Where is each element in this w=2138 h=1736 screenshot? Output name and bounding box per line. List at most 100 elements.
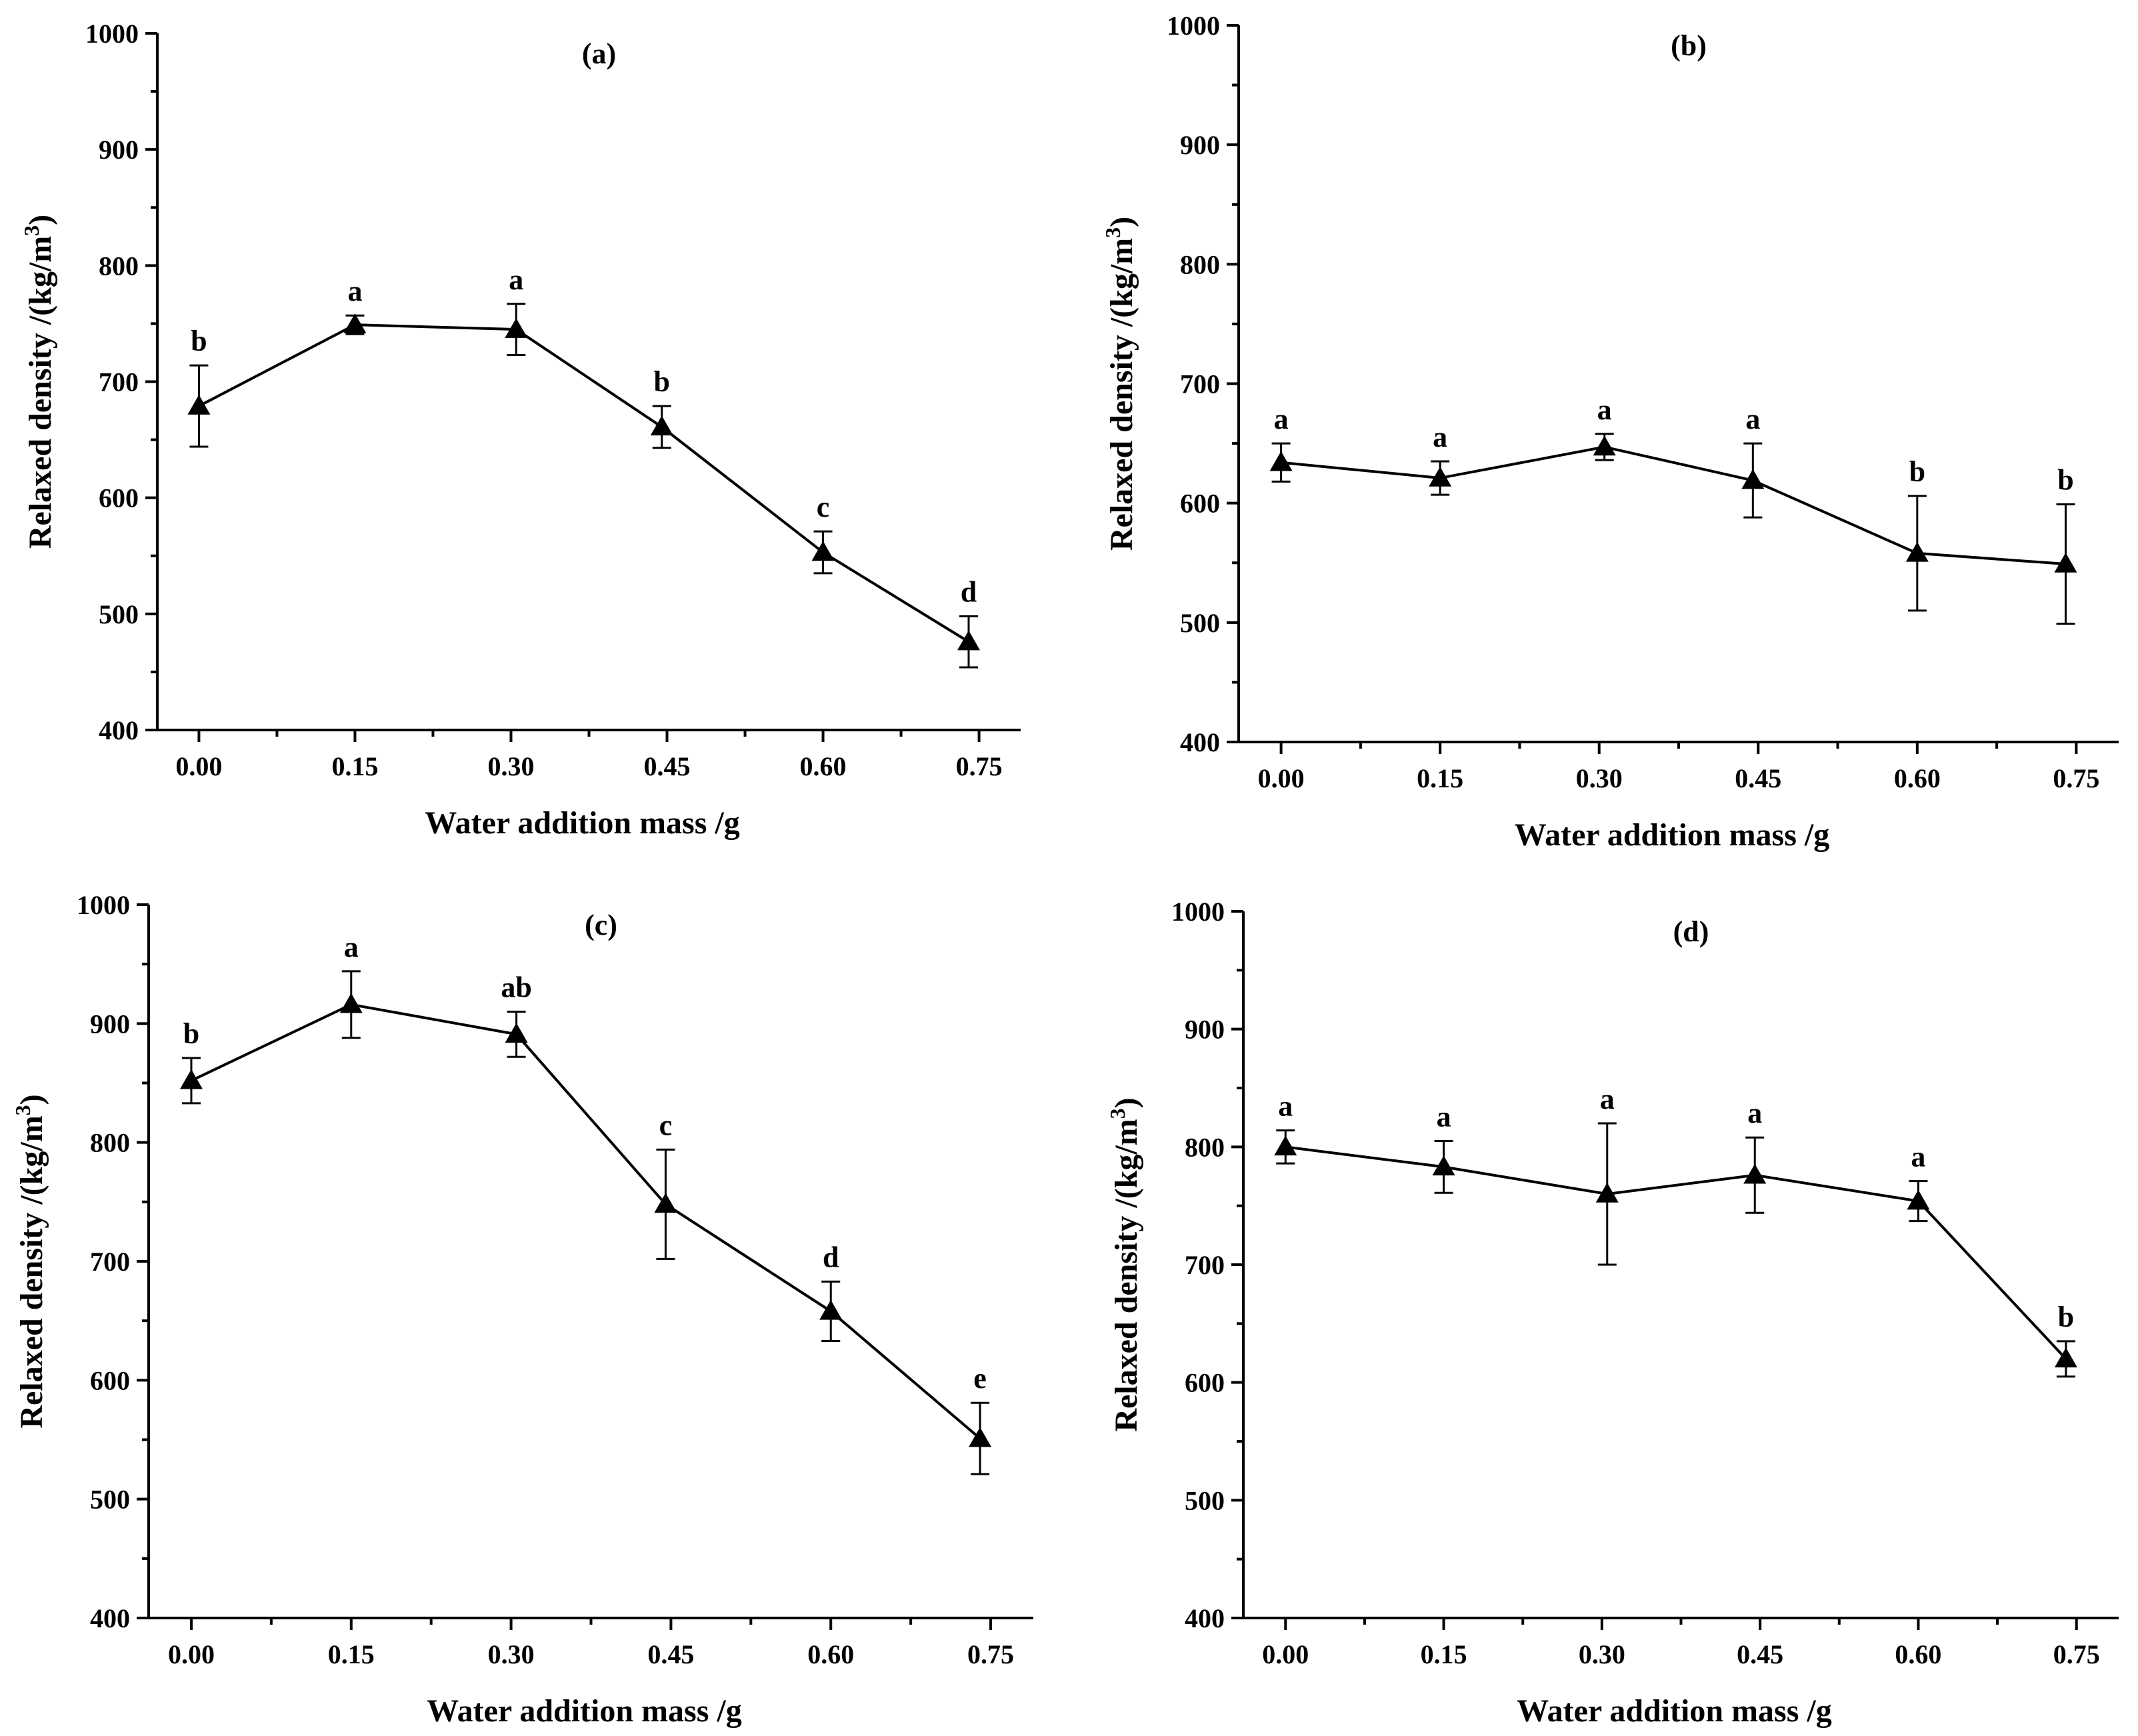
y-axis-label-unit-exponent: 3 — [1101, 227, 1125, 238]
x-tick-label: 0.45 — [1735, 763, 1781, 793]
panel-title: (d) — [1673, 915, 1709, 948]
y-axis-label-text: Relaxed density /(kg/m — [23, 236, 58, 549]
series-line — [191, 1003, 981, 1440]
y-axis-label-close: ) — [23, 215, 58, 225]
y-tick-label: 900 — [1180, 130, 1220, 160]
x-tick-label: 0.60 — [1894, 763, 1941, 793]
y-tick-label: 1000 — [1167, 11, 1220, 41]
y-tick-label: 600 — [1185, 1368, 1225, 1398]
panel-c: 400 500 600 700 800 900 1000 0.00 0.15 0.30 0.45 0.… — [11, 890, 1033, 1729]
y-tick-label: 600 — [1180, 489, 1220, 519]
y-tick-label: 400 — [1185, 1603, 1225, 1633]
y-tick-label: 500 — [99, 599, 139, 629]
significance-label: c — [817, 491, 830, 523]
x-tick-label: 0.30 — [1576, 763, 1623, 793]
significance-label: c — [659, 1109, 673, 1141]
y-tick-label: 500 — [1180, 608, 1220, 638]
panel-title: (a) — [582, 37, 616, 70]
data-point-marker — [969, 1427, 992, 1447]
data-point-marker — [1907, 1189, 1930, 1210]
y-tick-label: 500 — [90, 1485, 130, 1515]
significance-label: b — [191, 325, 207, 357]
x-tick-label: 0.45 — [647, 1639, 694, 1669]
y-axis-label-close: ) — [1109, 1097, 1144, 1108]
data-point-marker — [505, 1023, 528, 1043]
x-tick-label: 0.60 — [807, 1639, 854, 1669]
series-line — [1281, 445, 2066, 566]
y-axis-label-unit-exponent: 3 — [19, 225, 43, 236]
y-tick-label: 700 — [90, 1247, 130, 1277]
y-tick-label: 700 — [1180, 369, 1220, 399]
x-tick-label: 0.00 — [175, 751, 222, 781]
data-point-marker — [1432, 1155, 1455, 1176]
panel-title: (b) — [1671, 29, 1707, 62]
y-tick-label: 800 — [90, 1128, 130, 1158]
y-axis-label: Relaxed density /(kg/m3) — [1105, 1097, 1144, 1431]
data-point-marker — [2054, 1347, 2077, 1368]
data-point-marker — [1269, 451, 1293, 471]
significance-label: b — [2058, 1301, 2074, 1333]
significance-label: a — [1597, 393, 1612, 426]
x-tick-label: 0.00 — [1258, 763, 1305, 793]
series-line — [1285, 1145, 2067, 1360]
data-point-marker — [811, 541, 835, 561]
y-axis-label-unit-exponent: 3 — [11, 1105, 35, 1115]
y-axis-label: Relaxed density /(kg/m3) — [11, 1094, 49, 1428]
data-point-marker — [1905, 541, 1929, 562]
y-tick-label: 900 — [90, 1009, 130, 1039]
data-point-marker — [1743, 1163, 1767, 1184]
y-tick-label: 700 — [99, 367, 139, 397]
panel-d: 400 500 600 700 800 900 1000 0.00 0.15 0.30 0.45 0.… — [1105, 897, 2119, 1729]
data-point-marker — [650, 415, 673, 436]
y-axis-label-text: Relaxed density /(kg/m — [1109, 1119, 1144, 1431]
y-axis-label-unit-exponent: 3 — [1105, 1108, 1129, 1119]
significance-label: e — [973, 1362, 987, 1395]
y-tick-label: 1000 — [1171, 897, 1225, 927]
data-point-marker — [819, 1299, 843, 1320]
x-tick-label: 0.15 — [331, 751, 378, 781]
x-tick-label: 0.30 — [487, 751, 534, 781]
x-axis-label: Water addition mass /g — [425, 805, 740, 841]
x-tick-label: 0.15 — [1417, 763, 1463, 793]
significance-label: a — [1433, 421, 1447, 453]
y-tick-label: 400 — [1180, 727, 1220, 757]
x-tick-label: 0.75 — [2053, 763, 2099, 793]
data-point-marker — [339, 993, 363, 1013]
y-tick-label: 500 — [1185, 1485, 1225, 1515]
data-point-marker — [343, 313, 367, 333]
significance-label: a — [1745, 403, 1760, 435]
y-tick-label: 400 — [99, 715, 139, 745]
significance-label: a — [1747, 1097, 1762, 1129]
data-point-marker — [1741, 469, 1765, 489]
y-tick-label: 1000 — [85, 19, 139, 49]
significance-label: d — [823, 1241, 839, 1273]
y-axis-label-close: ) — [1104, 217, 1139, 227]
y-axis-label-close: ) — [14, 1094, 49, 1105]
y-tick-label: 400 — [90, 1603, 130, 1633]
data-point-marker — [179, 1069, 203, 1089]
x-tick-label: 0.75 — [2053, 1639, 2100, 1669]
significance-label: d — [961, 575, 977, 608]
x-tick-label: 0.60 — [800, 751, 847, 781]
y-axis-label-text: Relaxed density /(kg/m — [14, 1115, 49, 1428]
y-axis-label: Relaxed density /(kg/m3) — [19, 215, 58, 549]
x-tick-label: 0.75 — [967, 1639, 1014, 1669]
panel-b: 400 500 600 700 800 900 1000 0.00 0.15 0.30 0.45 0.… — [1101, 11, 2119, 853]
significance-label: a — [1600, 1083, 1615, 1115]
x-tick-label: 0.45 — [1737, 1639, 1783, 1669]
data-point-marker — [2054, 553, 2077, 573]
significance-label: a — [1278, 1090, 1293, 1123]
y-tick-label: 1000 — [77, 890, 130, 920]
x-tick-label: 0.60 — [1895, 1639, 1941, 1669]
significance-label: a — [1274, 403, 1289, 435]
y-tick-label: 600 — [99, 483, 139, 513]
significance-label: b — [183, 1017, 199, 1050]
x-tick-label: 0.15 — [328, 1639, 375, 1669]
significance-label: a — [1437, 1101, 1451, 1133]
y-axis-label-text: Relaxed density /(kg/m — [1104, 238, 1139, 551]
x-tick-label: 0.75 — [956, 751, 1003, 781]
panel-a: 400 500 600 700 800 900 1000 0.00 0.15 0.30 0.45 0.… — [19, 19, 1021, 841]
x-axis-label: Water addition mass /g — [427, 1693, 742, 1729]
x-axis-label: Water addition mass /g — [1517, 1693, 1832, 1729]
